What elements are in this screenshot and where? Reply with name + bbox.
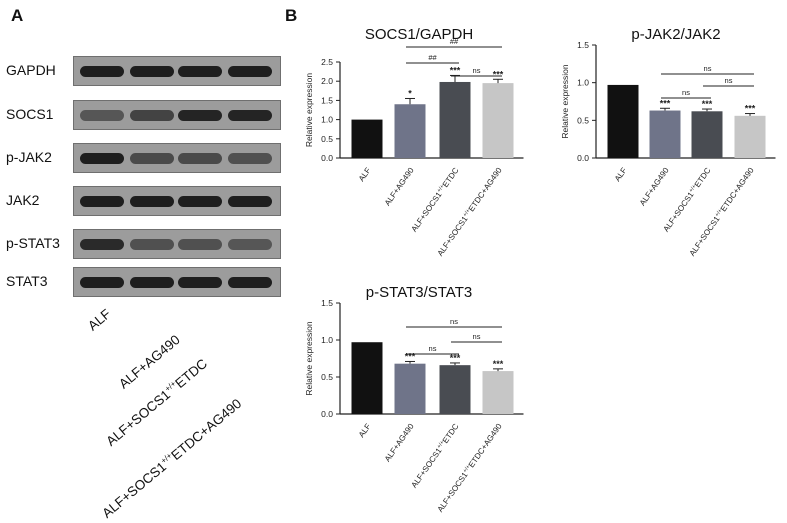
chart-title-socs1: SOCS1/GAPDH bbox=[364, 26, 474, 43]
blot-row-gapdh bbox=[73, 56, 281, 86]
band-p-stat3-lane-2 bbox=[130, 239, 174, 250]
bar bbox=[394, 104, 426, 158]
band-gapdh-lane-1 bbox=[80, 66, 124, 77]
bar bbox=[482, 371, 514, 414]
band-jak2-lane-1 bbox=[80, 196, 124, 207]
y-axis-label: Relative expression bbox=[304, 321, 314, 395]
significance-stars: *** bbox=[405, 351, 416, 361]
bracket-label: ns bbox=[473, 66, 481, 75]
y-tick-label: 0.0 bbox=[321, 409, 333, 419]
blot-label-p-jak2: p-JAK2 bbox=[6, 149, 52, 165]
y-tick-label: 2.0 bbox=[321, 76, 333, 86]
significance-stars: *** bbox=[493, 69, 504, 79]
bar bbox=[734, 115, 766, 158]
band-stat3-lane-3 bbox=[178, 277, 222, 288]
band-p-jak2-lane-1 bbox=[80, 153, 124, 164]
y-tick-label: 1.0 bbox=[321, 335, 333, 345]
band-stat3-lane-1 bbox=[80, 277, 124, 288]
band-socs1-lane-1 bbox=[80, 110, 124, 121]
bar bbox=[394, 363, 426, 414]
bracket-label: ns bbox=[704, 64, 712, 73]
y-tick-label: 0.5 bbox=[577, 115, 589, 125]
blot-row-socs1 bbox=[73, 100, 281, 130]
band-p-jak2-lane-2 bbox=[130, 153, 174, 164]
chart-title-pjak2: p-JAK2/JAK2 bbox=[631, 26, 721, 43]
chart-title-pstat3: p-STAT3/STAT3 bbox=[365, 284, 473, 301]
blot-row-p-jak2 bbox=[73, 143, 281, 173]
band-socs1-lane-3 bbox=[178, 110, 222, 121]
band-jak2-lane-3 bbox=[178, 196, 222, 207]
bracket-label: ## bbox=[428, 53, 437, 62]
bar bbox=[482, 83, 514, 158]
bracket-label: ns bbox=[450, 317, 458, 326]
band-socs1-lane-4 bbox=[228, 110, 272, 121]
significance-stars: *** bbox=[493, 359, 504, 369]
band-p-stat3-lane-1 bbox=[80, 239, 124, 250]
significance-stars: *** bbox=[450, 65, 461, 75]
y-axis-label: Relative expression bbox=[304, 73, 314, 147]
significance-stars: *** bbox=[702, 99, 713, 109]
band-jak2-lane-4 bbox=[228, 196, 272, 207]
x-tick-label: ALF+AG490 bbox=[383, 422, 416, 464]
bar bbox=[439, 365, 471, 414]
band-jak2-lane-2 bbox=[130, 196, 174, 207]
bracket-label: ns bbox=[473, 332, 481, 341]
blot-row-jak2 bbox=[73, 186, 281, 216]
band-p-jak2-lane-4 bbox=[228, 153, 272, 164]
bracket-label: ns bbox=[682, 88, 690, 97]
significance-stars: *** bbox=[745, 104, 756, 114]
y-tick-label: 2.5 bbox=[321, 57, 333, 67]
band-p-jak2-lane-3 bbox=[178, 153, 222, 164]
bar bbox=[649, 110, 681, 158]
band-gapdh-lane-2 bbox=[130, 66, 174, 77]
significance-stars: * bbox=[408, 88, 412, 98]
bracket-label: ns bbox=[429, 344, 437, 353]
y-tick-label: 1.0 bbox=[321, 115, 333, 125]
band-p-stat3-lane-4 bbox=[228, 239, 272, 250]
blot-label-socs1: SOCS1 bbox=[6, 106, 54, 122]
blot-label-jak2: JAK2 bbox=[6, 192, 40, 208]
blot-row-stat3 bbox=[73, 267, 281, 297]
significance-stars: *** bbox=[660, 98, 671, 108]
blot-label-gapdh: GAPDH bbox=[6, 62, 56, 78]
blot-row-p-stat3 bbox=[73, 229, 281, 259]
significance-stars: *** bbox=[450, 353, 461, 363]
y-tick-label: 1.5 bbox=[577, 40, 589, 50]
bar bbox=[691, 111, 723, 158]
bracket-label: ns bbox=[725, 76, 733, 85]
bar bbox=[351, 119, 383, 158]
blot-label-stat3: STAT3 bbox=[6, 273, 48, 289]
bracket-label: ## bbox=[450, 37, 459, 46]
panel-b-letter: B bbox=[285, 6, 298, 25]
x-tick-label: ALF bbox=[357, 422, 373, 439]
band-gapdh-lane-3 bbox=[178, 66, 222, 77]
band-stat3-lane-2 bbox=[130, 277, 174, 288]
panel-a-letter: A bbox=[11, 6, 24, 25]
band-gapdh-lane-4 bbox=[228, 66, 272, 77]
y-tick-label: 1.5 bbox=[321, 298, 333, 308]
band-p-stat3-lane-3 bbox=[178, 239, 222, 250]
y-axis-label: Relative expression bbox=[560, 64, 570, 138]
y-tick-label: 0.5 bbox=[321, 372, 333, 382]
bar bbox=[439, 81, 471, 158]
y-tick-label: 0.0 bbox=[577, 153, 589, 163]
bar bbox=[351, 342, 383, 414]
x-tick-label: ALF+SOCS1+/+ETDC bbox=[410, 422, 461, 490]
blot-label-p-stat3: p-STAT3 bbox=[6, 235, 60, 251]
y-tick-label: 0.5 bbox=[321, 134, 333, 144]
y-tick-label: 0.0 bbox=[321, 153, 333, 163]
y-tick-label: 1.5 bbox=[321, 95, 333, 105]
y-tick-label: 1.0 bbox=[577, 78, 589, 88]
bar bbox=[607, 84, 639, 158]
band-stat3-lane-4 bbox=[228, 277, 272, 288]
band-socs1-lane-2 bbox=[130, 110, 174, 121]
